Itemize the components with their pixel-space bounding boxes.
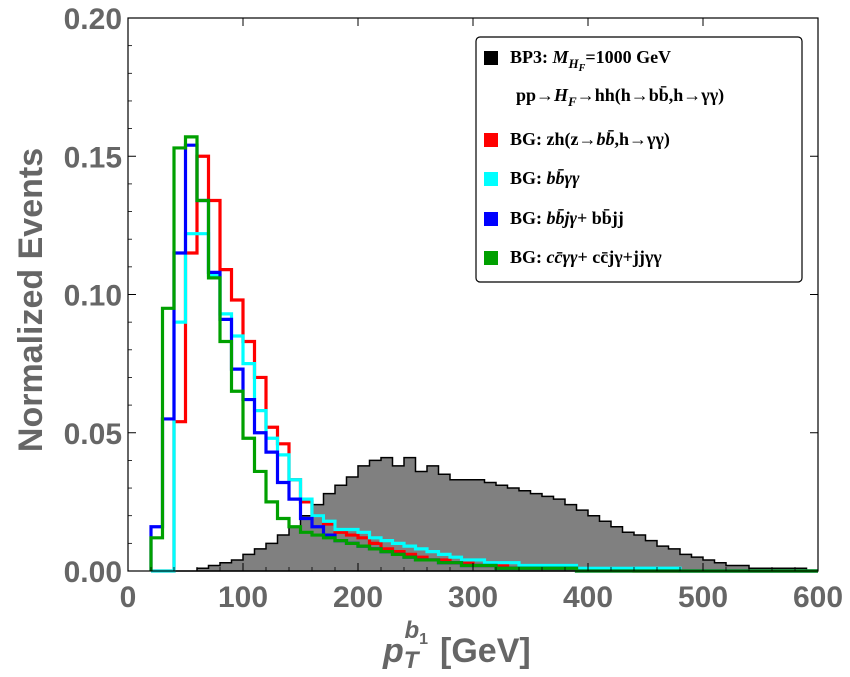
legend-label: BG: cc̄γγ+ cc̄jγ+jjγγ xyxy=(510,247,662,267)
legend-box xyxy=(475,36,803,283)
x-axis-title-main: p xyxy=(382,632,404,670)
legend-swatch xyxy=(484,251,498,265)
y-tick-label: 0.00 xyxy=(64,556,122,589)
y-tick-label: 0.15 xyxy=(64,141,122,174)
series-0-histogram xyxy=(151,456,818,572)
legend-item-1: pp→HF→hh(h→bb̄,h→γγ) xyxy=(516,84,724,109)
legend-label: BG: bb̄jγ+ bb̄jj xyxy=(510,207,624,228)
y-axis-ticks: 0.00 0.05 0.10 0.15 0.20 xyxy=(64,3,818,589)
legend-label: pp→HF→hh(h→bb̄,h→γγ) xyxy=(516,84,724,109)
plot-series xyxy=(149,135,818,573)
legend-swatch xyxy=(484,212,498,226)
x-tick-label: 100 xyxy=(218,581,268,614)
legend-swatch xyxy=(484,51,498,65)
x-axis-title-sup: b xyxy=(404,617,419,644)
x-axis-title-sub: T xyxy=(404,647,421,674)
x-tick-label: 300 xyxy=(448,581,498,614)
x-tick-label: 400 xyxy=(563,581,613,614)
x-tick-label: 600 xyxy=(793,581,843,614)
x-axis-title-unit: [GeV] xyxy=(440,632,531,670)
x-axis-ticks: 0 100 200 300 400 500 600 xyxy=(120,18,843,614)
y-tick-label: 0.20 xyxy=(64,3,122,36)
x-tick-label: 500 xyxy=(678,581,728,614)
legend-item-4: BG: bb̄jγ+ bb̄jj xyxy=(484,207,624,228)
legend: BP3: MHF=1000 GeV pp→HF→hh(h→bb̄,h→γγ) BG:… xyxy=(475,36,803,283)
legend-label: BG: zh(z→bb̄,h→γγ) xyxy=(510,129,670,150)
x-tick-label: 0 xyxy=(120,581,137,614)
x-axis-title-sup-sub: 1 xyxy=(419,631,428,648)
y-tick-label: 0.10 xyxy=(64,280,122,313)
legend-swatch xyxy=(484,172,498,186)
x-tick-label: 200 xyxy=(333,581,383,614)
y-axis-title: Normalized Events xyxy=(12,148,50,452)
x-axis-title: pTb1 [GeV] xyxy=(382,617,531,674)
legend-label: BP3: MHF=1000 GeV xyxy=(510,47,671,74)
legend-item-5: BG: cc̄γγ+ cc̄jγ+jjγγ xyxy=(484,247,662,267)
series-2-histogram xyxy=(151,232,818,573)
legend-item-0: BP3: MHF=1000 GeV xyxy=(484,47,671,74)
legend-swatch xyxy=(484,133,498,147)
legend-label: BG: bb̄γγ xyxy=(510,168,580,188)
y-tick-label: 0.05 xyxy=(64,418,122,451)
legend-item-3: BG: bb̄γγ xyxy=(484,168,580,188)
legend-item-2: BG: zh(z→bb̄,h→γγ) xyxy=(484,129,670,150)
